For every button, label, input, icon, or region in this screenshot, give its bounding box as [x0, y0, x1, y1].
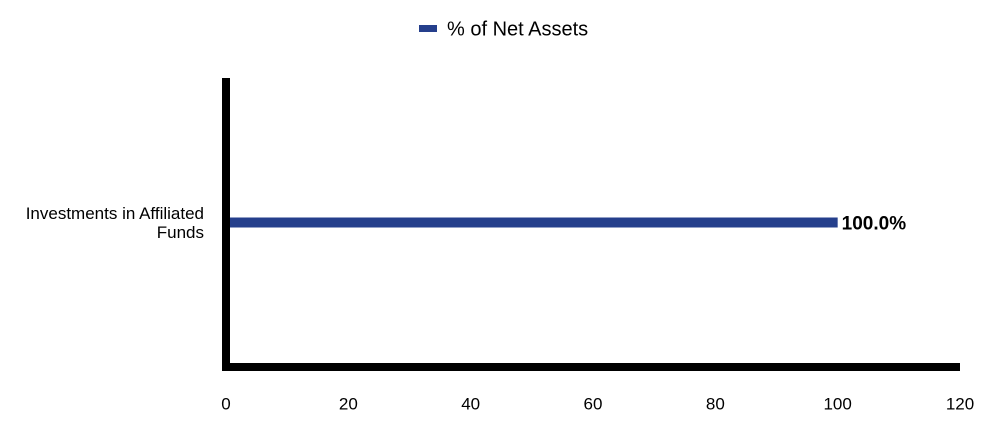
x-tick-label: 120 [946, 394, 974, 413]
legend-label: % of Net Assets [447, 18, 588, 40]
bar [226, 217, 838, 228]
x-tick-label: 20 [339, 394, 358, 413]
x-tick-label: 0 [221, 394, 230, 413]
x-axis-line [222, 363, 960, 371]
x-tick-label: 40 [461, 394, 480, 413]
y-axis-line [222, 78, 230, 371]
x-tick-label: 60 [584, 394, 603, 413]
legend-swatch [419, 25, 437, 32]
x-tick-label: 80 [706, 394, 725, 413]
y-tick-label: Investments in Affiliated Funds [25, 203, 204, 242]
data-label: 100.0% [842, 214, 907, 235]
x-tick-label: 100 [823, 394, 851, 413]
